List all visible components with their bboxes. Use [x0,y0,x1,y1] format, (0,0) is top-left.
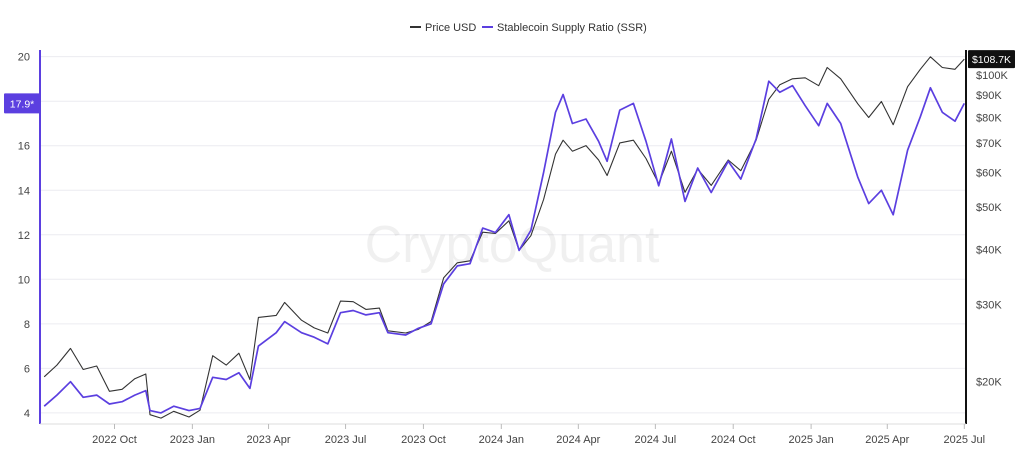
right-tick-label: $50K [976,202,1002,214]
x-tick-label: 2023 Jan [170,434,215,446]
x-tick-label: 2025 Apr [865,434,909,446]
x-tick-label: 2024 Oct [711,434,756,446]
x-tick-label: 2023 Jul [325,434,367,446]
series-lines [43,56,966,419]
left-tick-label: 4 [24,408,30,420]
left-tick-label: 16 [18,141,30,153]
right-tick-label: $40K [976,244,1002,256]
left-tick-label: 6 [24,363,30,375]
x-tick-label: 2024 Apr [556,434,600,446]
left-tick-label: 12 [18,230,30,242]
ssr-line [43,80,966,414]
legend-item-price[interactable]: Price USD [410,22,476,34]
price-usd-line [43,56,965,419]
left-tick-label: 14 [18,185,30,197]
legend[interactable]: Price USD Stablecoin Supply Ratio (SSR) [410,22,647,34]
left-tick-label: 20 [18,52,30,64]
x-tick-label: 2024 Jan [479,434,524,446]
legend-label: Price USD [425,22,476,34]
ssr-current-badge [4,93,40,114]
left-tick-label: 10 [18,274,30,286]
price-current-badge [968,50,1015,69]
x-axis-ticks: 2022 Oct 2023 Jan 2023 Apr 2023 Jul 2023 Oct… [92,424,985,446]
right-tick-label: $70K [976,138,1002,150]
x-tick-label: 2025 Jan [788,434,833,446]
right-tick-label: $100K [976,70,1008,82]
legend-item-ssr[interactable]: Stablecoin Supply Ratio (SSR) [482,22,647,34]
x-tick-label: 2024 Jul [635,434,677,446]
x-tick-label: 2023 Oct [401,434,446,446]
x-tick-label: 2025 Jul [944,434,986,446]
right-tick-label: $80K [976,112,1002,124]
price-current-value: $108.7K [972,54,1011,66]
ssr-current-value: 17.9* [10,98,35,110]
grid [40,56,966,414]
right-tick-label: $60K [976,167,1002,179]
right-tick-label: $90K [976,90,1002,102]
x-tick-label: 2022 Oct [92,434,137,446]
right-tick-label: $20K [976,376,1002,388]
current-value-labels: 17.9* $108.7K [4,50,1015,114]
left-axis-ticks: 4 6 8 10 12 14 16 20 [18,52,30,420]
right-axis-ticks: $20K $30K $40K $50K $60K $70K $80K $90K $100K [976,70,1008,389]
legend-label: Stablecoin Supply Ratio (SSR) [497,22,647,34]
x-tick-label: 2023 Apr [247,434,291,446]
right-tick-label: $30K [976,299,1002,311]
left-tick-label: 8 [24,319,30,331]
